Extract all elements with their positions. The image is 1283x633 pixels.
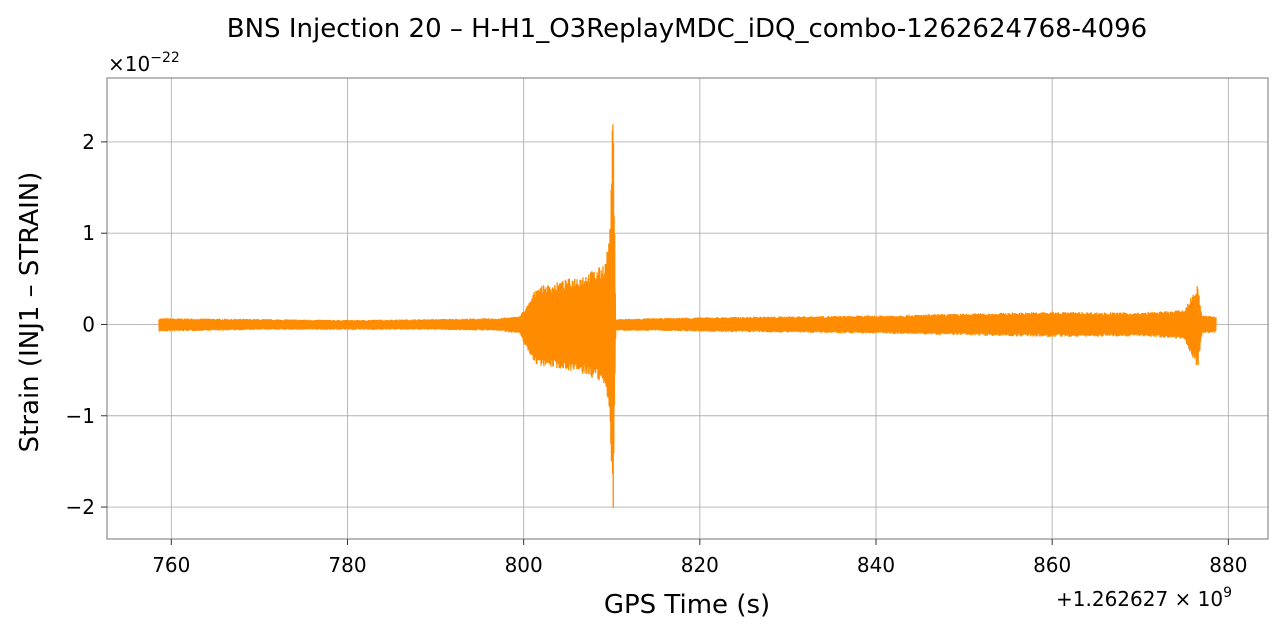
y-scale-base: ×10 xyxy=(108,52,150,76)
x-tick-label: 840 xyxy=(857,553,895,577)
plot-area xyxy=(107,78,1268,539)
x-offset-exponent: 9 xyxy=(1223,585,1232,601)
y-tick-label: −2 xyxy=(66,495,95,519)
plot-frame xyxy=(106,77,1269,540)
y-tick-label: −1 xyxy=(66,404,95,428)
x-offset-base: +1.262627 × 10 xyxy=(1056,587,1223,611)
strain-series-line xyxy=(158,124,1217,508)
x-axis-offset: +1.262627 × 109 xyxy=(1056,585,1232,611)
x-axis-ticks: 760 780 800 820 840 860 880 xyxy=(152,539,1247,577)
y-axis-ticks: −2 −1 0 1 2 xyxy=(66,130,107,519)
x-tick-label: 880 xyxy=(1209,553,1247,577)
y-tick-label: 2 xyxy=(82,130,95,154)
chart-title: BNS Injection 20 – H-H1_O3ReplayMDC_iDQ_… xyxy=(227,14,1147,44)
y-tick-label: 0 xyxy=(82,312,95,336)
y-tick-label: 1 xyxy=(82,221,95,245)
y-axis-label: Strain (INJ1 – STRAIN) xyxy=(15,172,45,453)
x-tick-label: 780 xyxy=(328,553,366,577)
x-axis-label: GPS Time (s) xyxy=(604,590,770,620)
x-tick-label: 820 xyxy=(681,553,719,577)
x-tick-label: 860 xyxy=(1033,553,1071,577)
x-tick-label: 760 xyxy=(152,553,190,577)
y-scale-exponent: −22 xyxy=(150,50,180,66)
x-tick-label: 800 xyxy=(505,553,543,577)
y-axis-scale-factor: ×10−22 xyxy=(108,50,180,76)
